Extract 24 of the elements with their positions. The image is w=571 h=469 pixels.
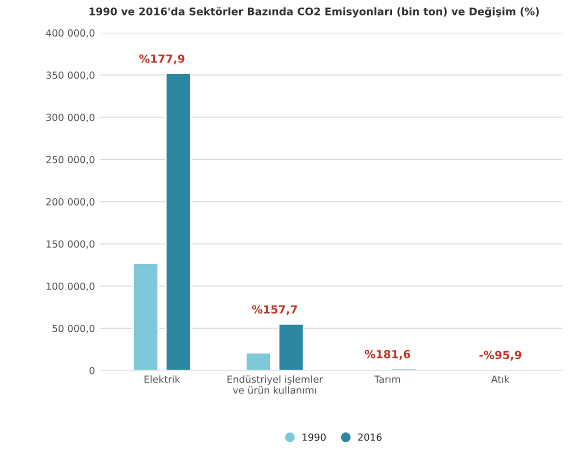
y-tick-label: 150 000,0 bbox=[46, 240, 94, 249]
bar bbox=[165, 72, 192, 371]
legend-label: 2016 bbox=[358, 433, 382, 441]
y-tick-label: 350 000,0 bbox=[46, 72, 94, 80]
x-tick-label: Atık bbox=[491, 375, 510, 383]
x-tick-label: Elektrik bbox=[144, 375, 180, 383]
y-tick-label: 400 000,0 bbox=[46, 29, 94, 38]
bar bbox=[278, 323, 304, 371]
y-tick-label: 300 000,0 bbox=[46, 114, 94, 122]
annotation: %157,7 bbox=[252, 305, 298, 316]
legend-label: 1990 bbox=[302, 433, 326, 441]
bar bbox=[245, 352, 272, 371]
x-tick-label: Tarım bbox=[374, 376, 400, 383]
annotation: %177,9 bbox=[139, 54, 184, 64]
y-tick-label: 0 bbox=[90, 366, 94, 374]
bar bbox=[132, 262, 159, 371]
y-tick-label: 250 000,0 bbox=[46, 156, 94, 164]
annotation: %181,6 bbox=[364, 350, 410, 360]
y-tick-label: 200 000,0 bbox=[46, 198, 94, 206]
y-tick-label: 100 000,0 bbox=[46, 282, 94, 291]
y-tick-label: 50 000,0 bbox=[52, 324, 94, 334]
x-tick-label: Endüstriyel işlemler ve ürün kullanımı bbox=[228, 375, 323, 394]
annotation: -%95,9 bbox=[479, 350, 522, 361]
chart-title: 1990 ve 2016'da Sektörler Bazında CO2 Emisyonları (bin ton) ve Değişim (%) bbox=[90, 7, 539, 18]
